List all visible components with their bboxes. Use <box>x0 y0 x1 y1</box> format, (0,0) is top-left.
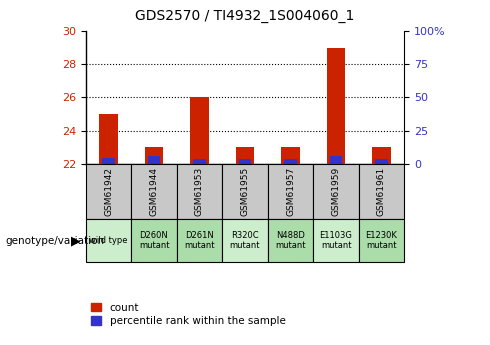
Bar <box>375 159 388 164</box>
Bar <box>281 147 299 164</box>
Bar <box>131 164 177 219</box>
Text: GSM61942: GSM61942 <box>104 167 113 216</box>
Bar <box>239 159 251 164</box>
Bar <box>313 164 359 219</box>
Bar <box>86 164 131 219</box>
Bar <box>222 219 268 262</box>
Text: GSM61957: GSM61957 <box>286 167 295 216</box>
Text: GSM61944: GSM61944 <box>149 167 158 216</box>
Legend: count, percentile rank within the sample: count, percentile rank within the sample <box>91 303 286 326</box>
Text: R320C
mutant: R320C mutant <box>230 231 260 250</box>
Bar <box>268 164 313 219</box>
Text: D260N
mutant: D260N mutant <box>139 231 169 250</box>
Text: E1230K
mutant: E1230K mutant <box>366 231 397 250</box>
Text: GSM61959: GSM61959 <box>332 167 341 216</box>
Bar <box>268 219 313 262</box>
Bar <box>131 219 177 262</box>
Text: GSM61961: GSM61961 <box>377 167 386 216</box>
Bar <box>99 114 118 164</box>
Text: GSM61953: GSM61953 <box>195 167 204 216</box>
Bar <box>177 219 222 262</box>
Text: ▶: ▶ <box>71 234 81 247</box>
Bar <box>359 164 404 219</box>
Text: E1103G
mutant: E1103G mutant <box>319 231 352 250</box>
Bar <box>330 156 343 164</box>
Bar <box>236 147 254 164</box>
Bar <box>86 219 131 262</box>
Bar <box>191 97 209 164</box>
Bar <box>313 219 359 262</box>
Bar <box>102 158 115 164</box>
Bar <box>327 48 345 164</box>
Text: D261N
mutant: D261N mutant <box>184 231 215 250</box>
Text: genotype/variation: genotype/variation <box>5 236 104 246</box>
Bar <box>222 164 268 219</box>
Bar <box>177 164 222 219</box>
Text: N488D
mutant: N488D mutant <box>275 231 306 250</box>
Bar <box>147 156 160 164</box>
Bar <box>359 219 404 262</box>
Bar <box>193 159 206 164</box>
Text: GSM61955: GSM61955 <box>241 167 249 216</box>
Bar <box>372 147 391 164</box>
Bar <box>145 147 163 164</box>
Text: GDS2570 / TI4932_1S004060_1: GDS2570 / TI4932_1S004060_1 <box>135 9 355 23</box>
Bar <box>284 159 297 164</box>
Text: wild type: wild type <box>89 236 128 245</box>
